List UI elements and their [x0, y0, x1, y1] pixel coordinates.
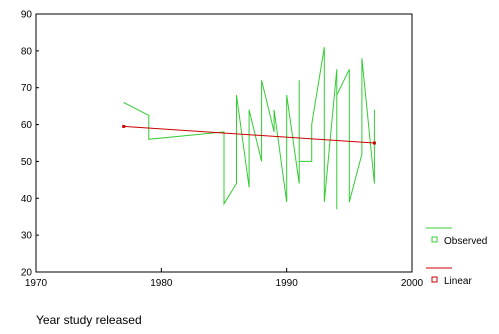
y-tick-label: 50	[21, 157, 33, 168]
y-tick-label: 80	[21, 46, 33, 57]
linear-point	[122, 124, 126, 128]
series-layer	[122, 47, 376, 210]
plot-area	[35, 13, 413, 273]
linear-point	[372, 141, 376, 145]
legend: Observed Linear	[426, 227, 487, 287]
y-tick-label: 70	[21, 83, 33, 94]
legend-label-linear: Linear	[444, 276, 472, 287]
legend-marker-linear	[431, 276, 438, 283]
y-tick-label: 60	[21, 120, 33, 131]
y-tick-label: 90	[21, 10, 33, 21]
series-line-observed	[123, 47, 375, 210]
series-line-linear	[123, 125, 375, 144]
x-axis-label: Year study released	[36, 313, 142, 327]
x-tick-label: 2000	[401, 278, 424, 289]
y-tick-label: 30	[21, 231, 33, 242]
legend-marker-observed	[431, 236, 438, 243]
legend-label-observed: Observed	[444, 236, 487, 247]
y-axis: 20 30 40 50 60 70 80 90	[21, 10, 39, 279]
x-axis: 1970 1980 1990 2000	[25, 268, 424, 289]
x-tick-label: 1980	[150, 278, 173, 289]
y-tick-label: 40	[21, 194, 33, 205]
plot-border	[35, 13, 413, 273]
x-tick-label: 1990	[276, 278, 299, 289]
y-tick-label: 20	[21, 268, 33, 279]
x-tick-label: 1970	[25, 278, 48, 289]
